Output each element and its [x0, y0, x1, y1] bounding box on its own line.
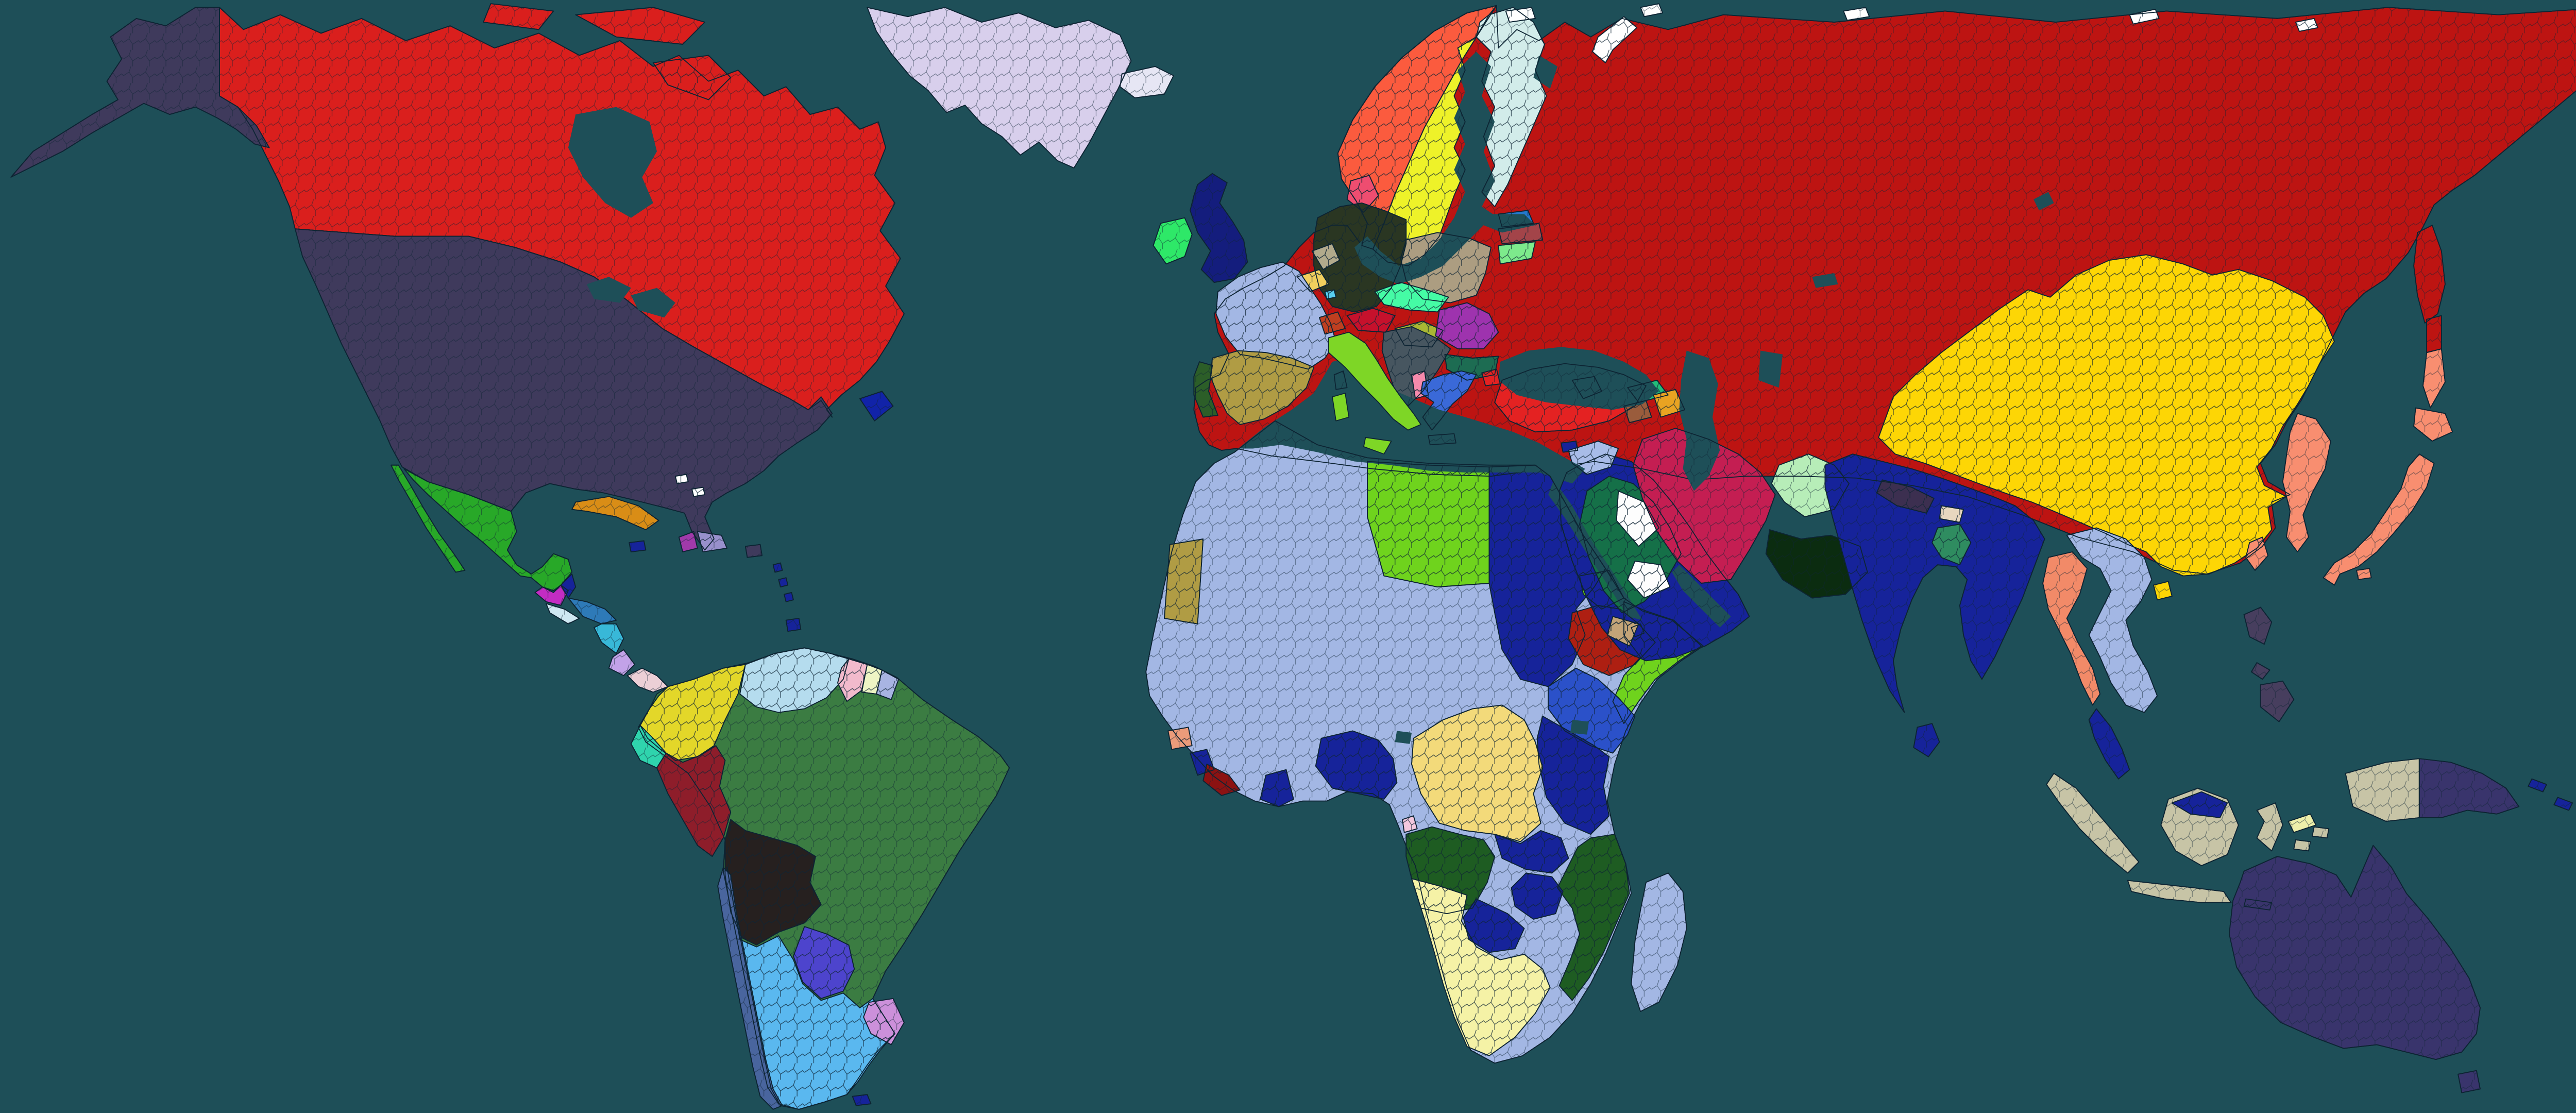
region-jamaica-british[interactable]	[629, 540, 647, 552]
lake-chad	[1395, 731, 1412, 744]
region-portuguese-guinea[interactable]	[1167, 727, 1193, 750]
region-greece-crete[interactable]	[1428, 433, 1456, 446]
region-libya-italian[interactable]	[1367, 461, 1490, 587]
region-spanish-sahara[interactable]	[1164, 538, 1204, 625]
region-china-hainan[interactable]	[2153, 581, 2173, 601]
region-falkland-islands-british[interactable]	[852, 1094, 872, 1106]
region-australia-tasmania[interactable]	[2458, 1070, 2481, 1093]
lake-victoria	[1570, 720, 1589, 735]
region-japan-shikoku[interactable]	[2356, 568, 2372, 580]
region-luxembourg[interactable]	[1324, 289, 1337, 300]
region-puerto-rico-us[interactable]	[744, 544, 762, 558]
region-sakhalin-north-soviet[interactable]	[2426, 315, 2442, 353]
